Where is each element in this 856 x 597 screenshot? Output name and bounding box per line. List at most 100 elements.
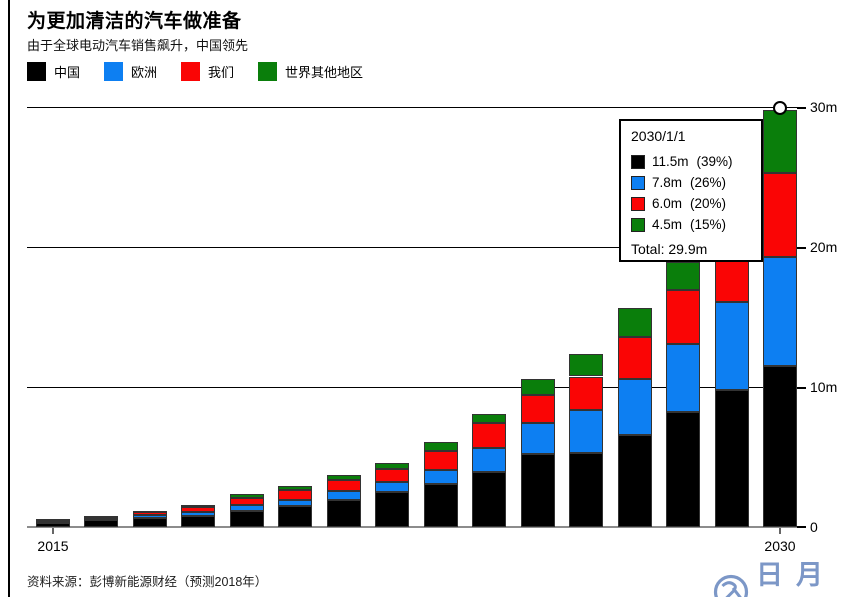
tooltip-value: 11.5m xyxy=(652,154,689,169)
bar-segment-2020[interactable] xyxy=(278,489,313,500)
bar-segment-2028[interactable] xyxy=(666,412,701,527)
watermark-logo-icon xyxy=(712,573,750,597)
bar-segment-2021[interactable] xyxy=(326,475,361,481)
legend-swatch-icon xyxy=(27,62,46,81)
bar-segment-2023[interactable] xyxy=(423,469,458,484)
bar-segment-2026[interactable] xyxy=(569,354,604,377)
bar-segment-2027[interactable] xyxy=(617,336,652,379)
tooltip-row: 6.0m (20%) xyxy=(631,193,751,214)
y-axis-label: 10m xyxy=(810,379,838,395)
bar-segment-2023[interactable] xyxy=(423,442,458,452)
bar-segment-2022[interactable] xyxy=(375,482,410,492)
bar-segment-2028[interactable] xyxy=(666,343,701,413)
legend-swatch-icon xyxy=(181,62,201,81)
bar-segment-2030[interactable] xyxy=(763,172,797,257)
bar-segment-2018[interactable] xyxy=(181,506,216,512)
watermark-text: 日月辰 xyxy=(756,560,836,590)
tooltip-value: 6.0m xyxy=(652,196,683,211)
bar-segment-2025[interactable] xyxy=(520,378,555,395)
bar-segment-2024[interactable] xyxy=(472,472,507,527)
tooltip-percent: (26%) xyxy=(690,175,727,190)
bar-segment-2026[interactable] xyxy=(569,376,604,411)
bar-segment-2028[interactable] xyxy=(666,261,701,290)
legend-item-4[interactable]: 世界其他地区 xyxy=(258,62,363,81)
bar-segment-2015[interactable] xyxy=(36,519,70,522)
bar-segment-2015[interactable] xyxy=(36,522,70,527)
bar-segment-2025[interactable] xyxy=(520,394,555,424)
bar-segment-2016[interactable] xyxy=(84,518,119,521)
bar-segment-2023[interactable] xyxy=(423,451,458,470)
bar-segment-2021[interactable] xyxy=(326,499,361,527)
legend-item-1[interactable]: 中国 xyxy=(27,62,80,81)
tooltip-total-label: Total: 29.9m xyxy=(631,241,708,257)
legend-label: 中国 xyxy=(54,65,81,80)
gridline-20m xyxy=(27,247,797,248)
bar-segment-2019[interactable] xyxy=(229,510,264,527)
bar-segment-2029[interactable] xyxy=(714,389,749,527)
bar-segment-2016[interactable] xyxy=(84,515,119,518)
chart-legend: 中国 欧洲 我们 世界其他地区 xyxy=(27,62,363,81)
bar-segment-2024[interactable] xyxy=(472,413,507,423)
tooltip-percent: (20%) xyxy=(690,196,727,211)
bar-segment-2019[interactable] xyxy=(229,494,264,498)
y-axis-label: 0 xyxy=(810,519,818,535)
bar-segment-2017[interactable] xyxy=(132,510,167,513)
legend-item-2[interactable]: 欧洲 xyxy=(104,62,157,81)
bar-segment-2027[interactable] xyxy=(617,378,652,435)
page-left-border xyxy=(8,0,10,597)
bar-segment-2016[interactable] xyxy=(84,520,119,527)
legend-label: 我们 xyxy=(208,65,235,80)
tooltip-value: 7.8m xyxy=(652,175,683,190)
bar-segment-2029[interactable] xyxy=(714,302,749,390)
legend-label: 世界其他地区 xyxy=(285,65,364,80)
gridline-10m xyxy=(27,387,797,388)
bar-segment-2019[interactable] xyxy=(229,504,264,511)
source-attribution: 资料来源：彭博新能源财经（预测2018年） xyxy=(27,575,268,589)
bar-segment-2020[interactable] xyxy=(278,499,313,506)
bar-segment-2017[interactable] xyxy=(132,517,167,527)
bar-segment-2019[interactable] xyxy=(229,497,264,505)
bar-segment-2030[interactable] xyxy=(763,256,797,366)
legend-label: 欧洲 xyxy=(131,65,158,80)
bar-segment-2022[interactable] xyxy=(375,462,410,469)
y-axis-label: 20m xyxy=(810,239,838,255)
bar-segment-2020[interactable] xyxy=(278,486,313,490)
tooltip-swatch-icon xyxy=(631,154,645,169)
tooltip-date-label: 2030/1/1 xyxy=(631,128,686,144)
chart-title: 为更加清洁的汽车做准备 xyxy=(27,11,242,32)
legend-item-3[interactable]: 我们 xyxy=(181,62,234,81)
bar-segment-2021[interactable] xyxy=(326,491,361,500)
tooltip-swatch-icon xyxy=(631,217,645,232)
y-axis-tick xyxy=(797,387,806,389)
bar-segment-2024[interactable] xyxy=(472,447,507,473)
bar-segment-2026[interactable] xyxy=(569,410,604,453)
bar-segment-2027[interactable] xyxy=(617,307,652,337)
legend-swatch-icon xyxy=(104,62,124,81)
x-axis-label: 2015 xyxy=(37,538,69,554)
bar-segment-2018[interactable] xyxy=(181,515,216,527)
bar-segment-2026[interactable] xyxy=(569,452,604,527)
bar-segment-2025[interactable] xyxy=(520,454,555,527)
bar-segment-2030[interactable] xyxy=(763,366,797,527)
bar-segment-2022[interactable] xyxy=(375,492,410,527)
bar-segment-2017[interactable] xyxy=(132,515,167,518)
tooltip-percent: (15%) xyxy=(690,217,727,232)
bar-segment-2028[interactable] xyxy=(666,289,701,344)
bar-segment-2018[interactable] xyxy=(181,504,216,507)
tooltip-rows: 11.5m (39%) 7.8m (26%) 6.0m (20%) 4.5m (15%) xyxy=(631,151,751,235)
x-axis-tick xyxy=(779,528,781,534)
bar-segment-2027[interactable] xyxy=(617,434,652,527)
bar-segment-2021[interactable] xyxy=(326,480,361,492)
hover-tooltip: 2030/1/1 11.5m (39%) 7.8m (26%) 6.0m (20%) 4.5… xyxy=(619,119,763,262)
x-axis-label: 2030 xyxy=(764,538,796,554)
bar-segment-2020[interactable] xyxy=(278,506,313,527)
y-axis-tick xyxy=(797,526,806,528)
bar-segment-2023[interactable] xyxy=(423,483,458,527)
bar-segment-2025[interactable] xyxy=(520,423,555,455)
bar-segment-2018[interactable] xyxy=(181,511,216,516)
bar-segment-2022[interactable] xyxy=(375,468,410,483)
bar-segment-2024[interactable] xyxy=(472,422,507,448)
bar-segment-2030[interactable] xyxy=(763,109,797,173)
